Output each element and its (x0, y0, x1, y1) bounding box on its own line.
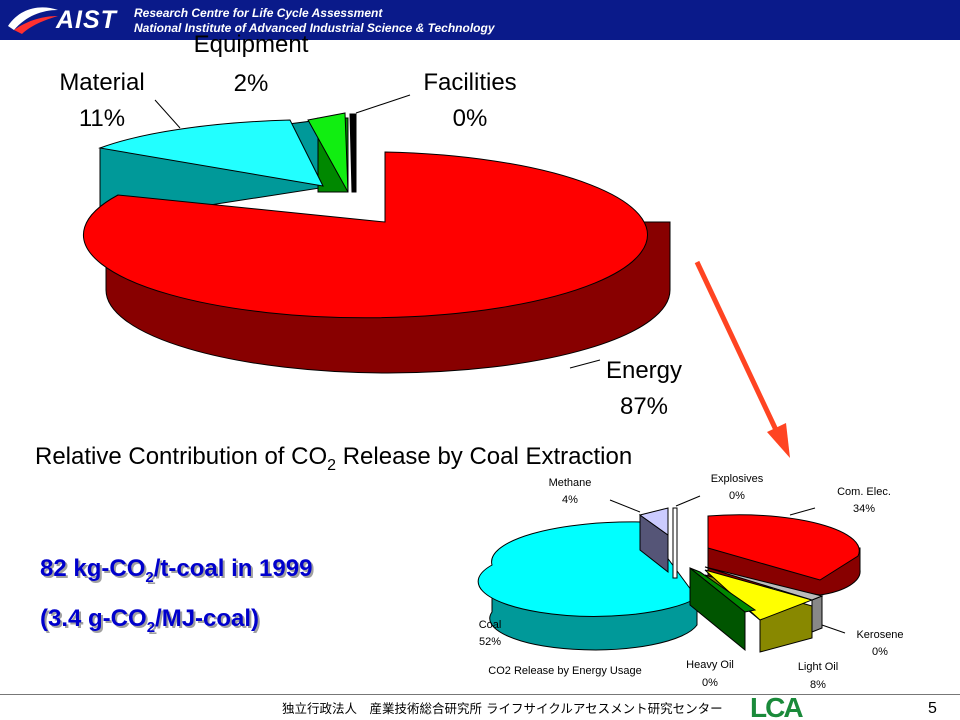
header-bar: AIST Research Centre for Life Cycle Asse… (0, 0, 960, 40)
pie2-value-methane: 4% (562, 494, 578, 506)
pie2-label-heavyoil: Heavy Oil (686, 659, 734, 671)
pie1-label-material: Material (59, 69, 144, 96)
pie2-label-comelec: Com. Elec. (837, 486, 891, 498)
pie2-label-lightoil: Light Oil (798, 661, 838, 673)
pie2-value-heavyoil: 0% (702, 677, 718, 689)
svg-text:LCA: LCA (750, 693, 803, 720)
page-number: 5 (928, 700, 937, 717)
pie2-leader-comelec (789, 507, 816, 516)
pie-slice-facilities (349, 113, 357, 193)
pie2-value-comelec: 34% (853, 503, 875, 515)
pie2-slice-heavyoil (689, 567, 757, 613)
arrow-to-energy-breakdown (694, 260, 790, 458)
pie2-slice-kerosene (704, 566, 824, 601)
pie-chart-energy-usage: Methane 4% Explosives 0% Com. Elec. 34% … (477, 473, 904, 691)
pie1-title: Relative Contribution of CO2 Release by … (35, 443, 632, 474)
pie1-label-facilities: Facilities (423, 69, 516, 96)
aist-swoosh-icon (8, 7, 58, 34)
pie1-value-energy: 87% (620, 393, 668, 420)
co2-per-tonne-text: 82 kg-CO2/t-coal in 1999 (40, 555, 313, 586)
pie2-value-coal: 52% (479, 636, 501, 648)
pie2-slice-methane (638, 507, 669, 536)
pie-slice-equipment (307, 112, 349, 193)
lca-logo: LCA (750, 693, 805, 720)
pie2-label-kerosene: Kerosene (856, 629, 903, 641)
pie2-leader-methane (609, 499, 641, 513)
co2-per-mj-text: (3.4 g-CO2/MJ-coal) (40, 605, 260, 636)
pie2-leader-explosives (675, 495, 701, 507)
pie2-value-kerosene: 0% (872, 646, 888, 658)
pie2-label-coal: Coal (479, 619, 502, 631)
pie1-value-material: 11% (79, 105, 125, 132)
pie2-value-explosives: 0% (729, 490, 745, 502)
pie1-leader-material (154, 99, 181, 129)
pie1-label-energy: Energy (606, 357, 682, 384)
pie2-slice-kerosene-side (811, 595, 823, 633)
pie2-value-lightoil: 8% (810, 679, 826, 691)
header-org-line2: National Institute of Advanced Industria… (134, 21, 495, 35)
pie1-label-equipment: Equipment (194, 31, 309, 58)
header-org-line1: Research Centre for Life Cycle Assessmen… (134, 6, 383, 20)
aist-logo: AIST (0, 0, 124, 40)
pie2-title: CO2 Release by Energy Usage (488, 665, 641, 677)
pie-slice-material (98, 119, 324, 187)
footer-organization-jp: 独立行政法人 産業技術総合研究所 ライフサイクルアセスメント研究センター (282, 701, 723, 716)
footer-divider (0, 694, 960, 695)
pie2-label-explosives: Explosives (711, 473, 764, 485)
pie-chart-coal-extraction: Equipment 2% Material 11% Facilities 0% … (59, 31, 682, 420)
pie2-label-methane: Methane (549, 477, 592, 489)
pie-slice-energy (82, 151, 648, 319)
pie1-leader-energy (569, 359, 601, 369)
pie2-slice-comelec (707, 514, 860, 581)
pie2-slice-explosives (672, 507, 678, 579)
pie1-value-equipment: 2% (234, 70, 269, 97)
pie2-leader-kerosene (821, 624, 846, 634)
pie1-value-facilities: 0% (453, 105, 488, 132)
pie1-leader-facilities (355, 94, 411, 114)
aist-logo-text: AIST (56, 6, 117, 34)
charts-canvas: Equipment 2% Material 11% Facilities 0% … (35, 31, 904, 691)
